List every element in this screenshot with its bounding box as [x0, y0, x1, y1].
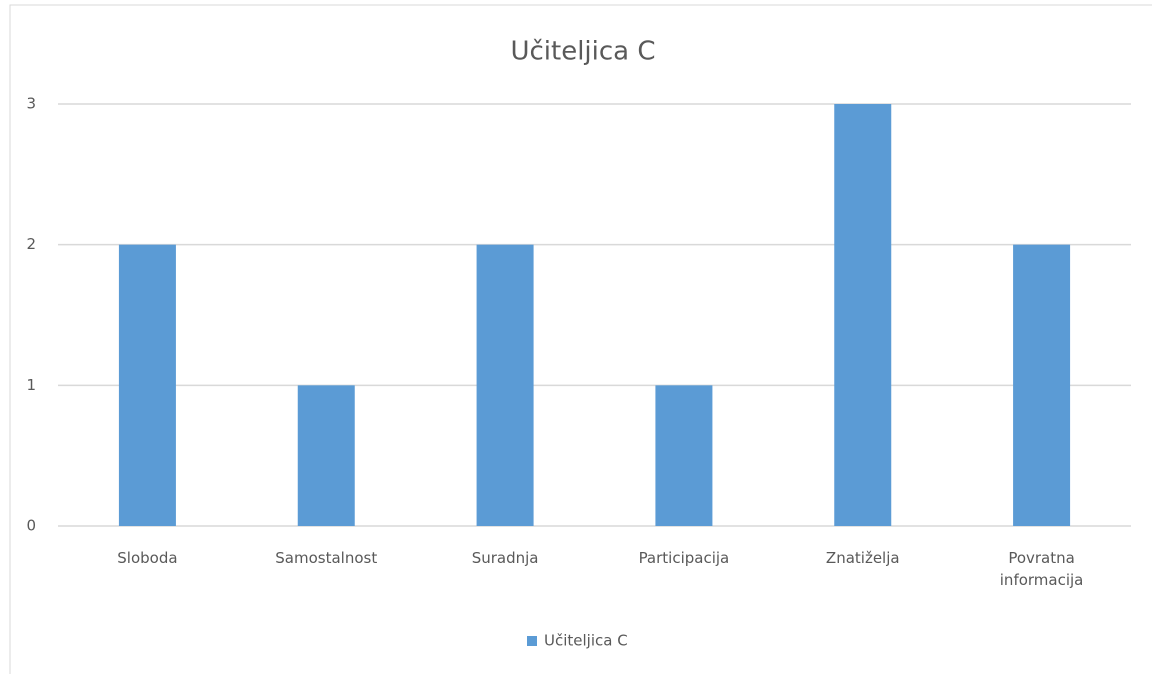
- x-tick-label: Samostalnost: [275, 549, 378, 567]
- bar: [476, 244, 534, 526]
- bar: [655, 385, 713, 526]
- x-tick-label: Povratna informacija: [999, 549, 1084, 589]
- chart-title: Učiteljica C: [510, 37, 655, 67]
- y-tick-label: 1: [26, 376, 36, 394]
- legend-swatch: [527, 636, 537, 646]
- y-tick-label: 3: [26, 95, 36, 113]
- bar: [1013, 244, 1071, 526]
- x-tick-label: Znatiželja: [825, 549, 900, 567]
- bar: [834, 104, 892, 526]
- x-tick-label: Sloboda: [117, 549, 178, 567]
- chart-border: [9, 4, 1152, 674]
- bar: [297, 385, 355, 526]
- y-tick-label: 2: [26, 235, 36, 253]
- y-tick-label: 0: [26, 517, 36, 535]
- x-tick-label: Suradnja: [471, 549, 539, 567]
- legend-label: Učiteljica C: [544, 632, 628, 650]
- bar: [118, 244, 176, 526]
- x-tick-label: Participacija: [638, 549, 730, 567]
